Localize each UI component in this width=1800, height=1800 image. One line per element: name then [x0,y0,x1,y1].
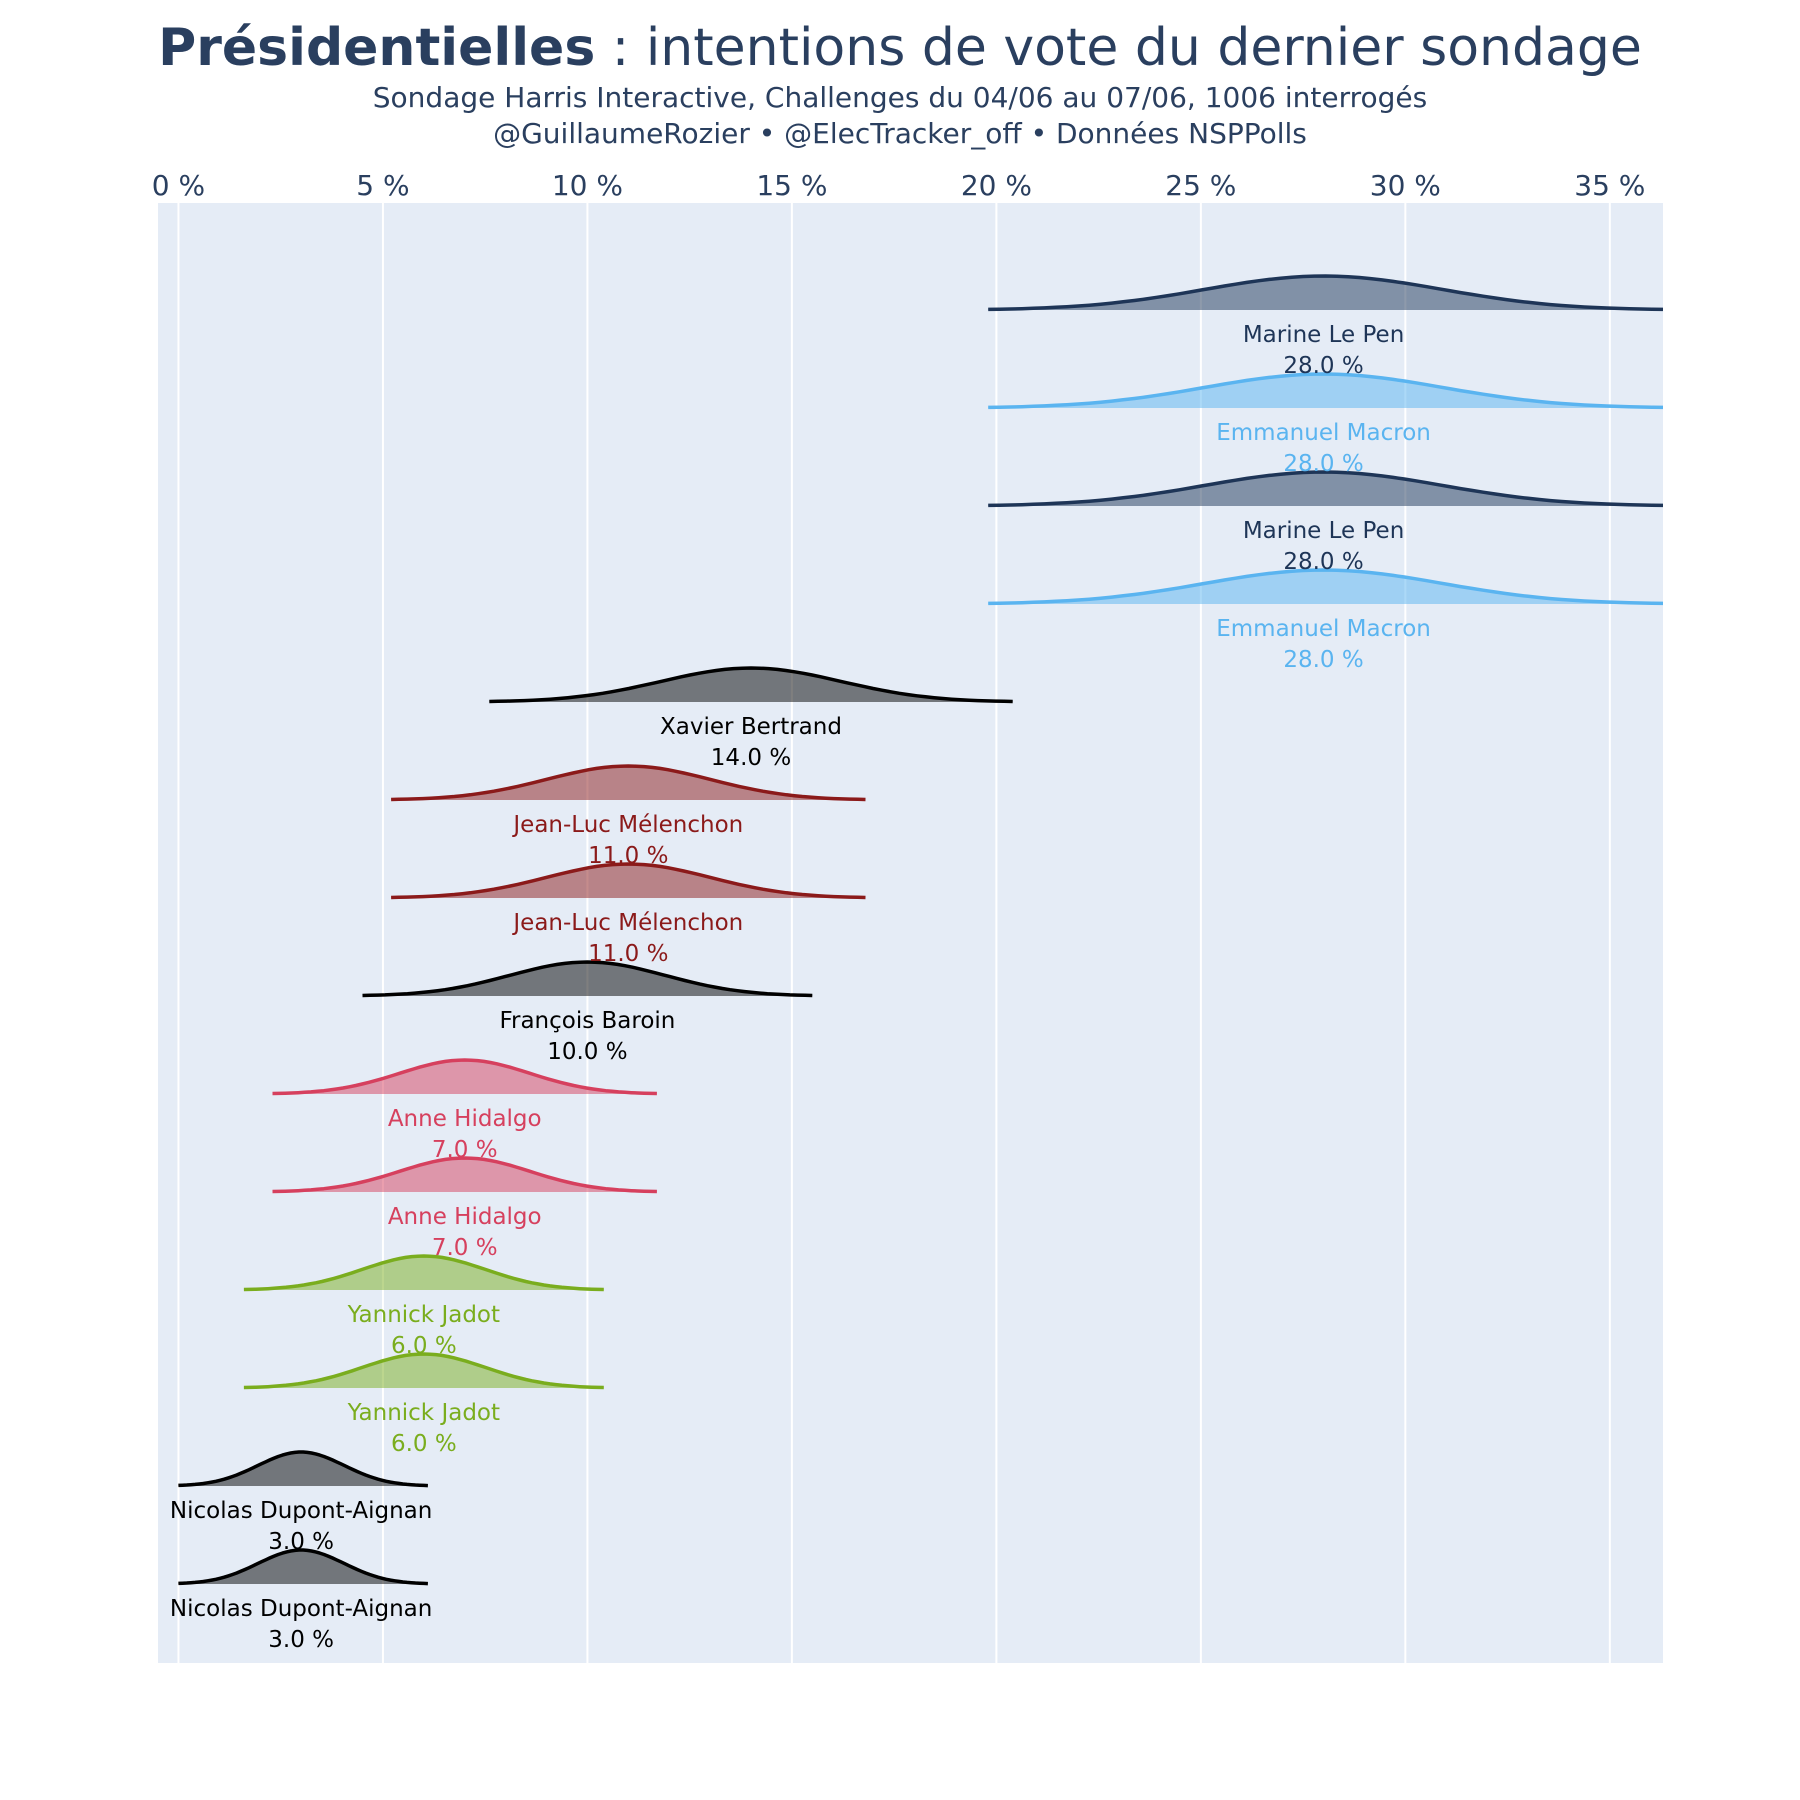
x-tick-label: 30 % [1370,169,1441,202]
candidate-name-label: Emmanuel Macron [1216,420,1431,446]
candidate-name-label: Anne Hidalgo [388,1106,542,1132]
density-area [988,374,1663,408]
candidate-name-label: Marine Le Pen [1243,322,1404,348]
candidate-name-label: Jean-Luc Mélenchon [511,910,743,936]
x-tick-label: 35 % [1574,169,1645,202]
plot-background [158,203,1663,1663]
density-area [391,766,866,800]
density-line [988,372,1664,410]
density-area [391,864,866,898]
candidate-name-label: Nicolas Dupont-Aignan [170,1498,432,1524]
density-area [243,1256,604,1290]
density-line [178,1548,428,1586]
candidate-name-label: Nicolas Dupont-Aignan [170,1596,432,1622]
chart-title: Présidentielles : intentions de vote du … [0,16,1800,80]
grid-lines [177,203,1611,1663]
labels-layer: Marine Le Pen 28.0 % Emmanuel Macron 28.0 %… [170,322,1431,1653]
density-area [988,276,1663,310]
density-line [243,1352,604,1390]
candidate-name-label: Anne Hidalgo [388,1204,542,1230]
density-line [988,568,1664,606]
candidate-value-label: 28.0 % [1283,647,1363,673]
candidate-value-label: 10.0 % [547,1039,627,1065]
candidate-value-label: 11.0 % [588,843,668,869]
chart-title-rest: : intentions de vote du dernier sondage [595,18,1642,78]
density-line [391,764,866,802]
candidate-name-label: Marine Le Pen [1243,518,1404,544]
candidate-name-label: Yannick Jadot [347,1400,500,1426]
x-tick-label: 10 % [552,169,623,202]
density-line [988,470,1664,508]
density-area [272,1060,657,1094]
candidate-value-label: 28.0 % [1283,451,1363,477]
density-line [391,862,866,900]
candidate-name-label: Xavier Bertrand [660,714,842,740]
candidate-value-label: 3.0 % [268,1627,334,1653]
density-area [988,472,1663,506]
density-line [362,960,813,998]
density-area [178,1452,428,1486]
x-tick-label: 20 % [961,169,1032,202]
candidate-name-label: Yannick Jadot [347,1302,500,1328]
candidate-value-label: 7.0 % [432,1137,498,1163]
density-area [178,1550,428,1584]
density-line [988,274,1664,312]
density-area [272,1158,657,1192]
candidate-value-label: 28.0 % [1283,353,1363,379]
candidate-name-label: Jean-Luc Mélenchon [511,812,743,838]
series-layer [178,274,1664,1586]
candidate-value-label: 6.0 % [391,1431,457,1457]
x-tick-label: 15 % [756,169,827,202]
density-area [988,570,1663,604]
candidate-value-label: 7.0 % [432,1235,498,1261]
candidate-name-label: Emmanuel Macron [1216,616,1431,642]
density-line [489,666,1013,704]
candidate-value-label: 28.0 % [1283,549,1363,575]
density-area [362,962,813,996]
density-line [272,1156,657,1194]
density-line [178,1450,428,1488]
x-tick-label: 25 % [1165,169,1236,202]
density-area [489,668,1013,702]
candidate-value-label: 14.0 % [711,745,791,771]
candidate-name-label: François Baroin [499,1008,675,1034]
chart-header: Présidentielles : intentions de vote du … [0,16,1800,152]
chart-subtitle: Sondage Harris Interactive, Challenges d… [372,81,1428,114]
x-tick-label: 0 % [152,169,205,202]
candidate-value-label: 3.0 % [268,1529,334,1555]
candidate-value-label: 11.0 % [588,941,668,967]
chart-credits: @GuillaumeRozier • @ElecTracker_off • Do… [493,117,1307,150]
density-area [243,1354,604,1388]
x-axis-ticks: 0 % 5 % 10 % 15 % 20 % 25 % 30 % 35 % [152,169,1646,202]
density-line [272,1058,657,1096]
density-line [243,1254,604,1292]
chart-title-bold: Présidentielles [158,18,596,78]
x-tick-label: 5 % [356,169,409,202]
candidate-value-label: 6.0 % [391,1333,457,1359]
